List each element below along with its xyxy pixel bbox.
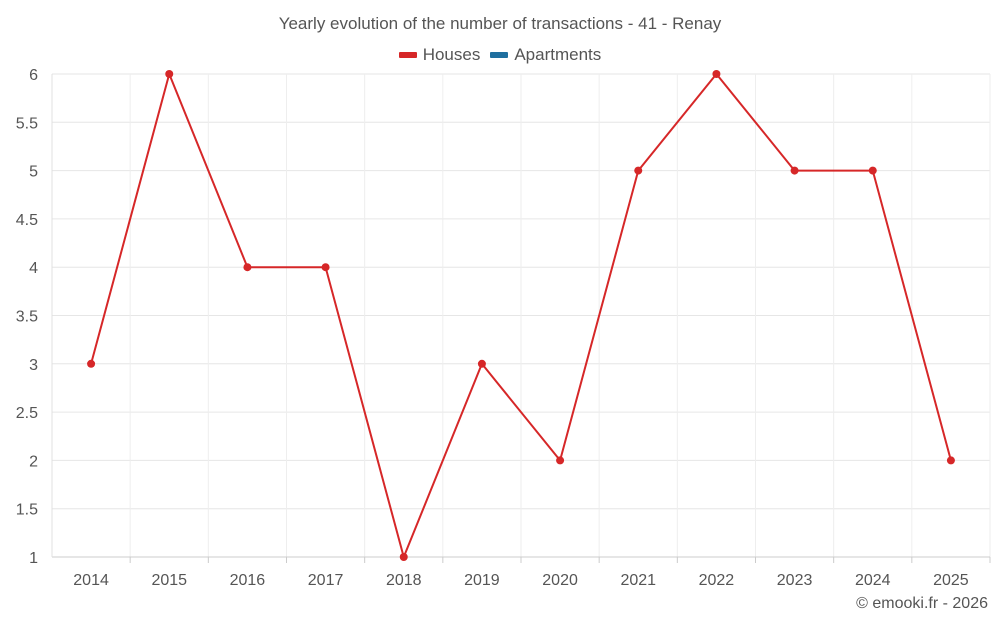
y-tick-label: 4.5 xyxy=(16,212,38,229)
legend: Houses Apartments xyxy=(0,45,1000,65)
y-tick-label: 2.5 xyxy=(16,405,38,422)
x-tick-label: 2019 xyxy=(464,572,500,589)
watermark: © emooki.fr - 2026 xyxy=(856,595,988,612)
y-tick-label: 3 xyxy=(29,357,38,374)
series-lines xyxy=(90,73,952,558)
x-tick-label: 2024 xyxy=(855,572,891,589)
data-point-houses xyxy=(477,359,486,368)
legend-swatch-houses xyxy=(398,52,417,58)
data-point-houses xyxy=(165,70,174,78)
data-point-houses xyxy=(946,456,955,465)
y-tick-label: 3.5 xyxy=(16,309,38,326)
data-point-houses xyxy=(790,166,799,175)
x-tick-label: 2020 xyxy=(542,572,578,589)
data-point-houses xyxy=(399,553,408,561)
y-tick-label: 5.5 xyxy=(16,115,38,132)
series-line-houses xyxy=(90,73,952,558)
legend-item-apartments[interactable]: Apartments xyxy=(490,45,601,65)
y-tick-label: 4 xyxy=(29,260,38,277)
chart-title: Yearly evolution of the number of transa… xyxy=(278,14,722,33)
grid-lines xyxy=(51,73,991,558)
legend-label-apartments: Apartments xyxy=(514,45,602,64)
data-point-houses xyxy=(243,263,252,272)
legend-label-houses: Houses xyxy=(422,45,481,64)
x-tick-label: 2017 xyxy=(308,572,344,589)
y-tick-label: 1.5 xyxy=(16,502,38,519)
data-point-houses xyxy=(634,166,643,175)
x-tick-label: 2015 xyxy=(151,572,187,589)
x-tick-label: 2014 xyxy=(73,572,109,589)
data-point-houses xyxy=(87,359,96,368)
y-tick-labels: 1 1.5 2 2.5 3 3.5 4 4.5 5 5.5 6 xyxy=(16,67,38,567)
x-tick-label: 2022 xyxy=(699,572,735,589)
y-tick-label: 2 xyxy=(29,453,38,470)
y-tick-label: 6 xyxy=(29,67,38,84)
legend-swatch-apartments xyxy=(490,52,509,58)
legend-item-houses[interactable]: Houses xyxy=(398,45,481,65)
x-tick-label: 2025 xyxy=(933,572,969,589)
x-tick-label: 2023 xyxy=(777,572,813,589)
data-point-houses xyxy=(321,263,330,272)
x-tick-label: 2016 xyxy=(230,572,266,589)
y-tick-label: 5 xyxy=(29,164,38,181)
x-tick-label: 2021 xyxy=(620,572,656,589)
data-point-houses xyxy=(868,166,877,175)
x-tick-label: 2018 xyxy=(386,572,422,589)
data-point-houses xyxy=(712,70,721,78)
data-point-houses xyxy=(556,456,565,465)
y-tick-label: 1 xyxy=(29,550,38,567)
data-points xyxy=(87,70,955,561)
x-tick-labels: 2014 2015 2016 2017 2018 2019 2020 2021 2022 2023… xyxy=(73,557,991,589)
